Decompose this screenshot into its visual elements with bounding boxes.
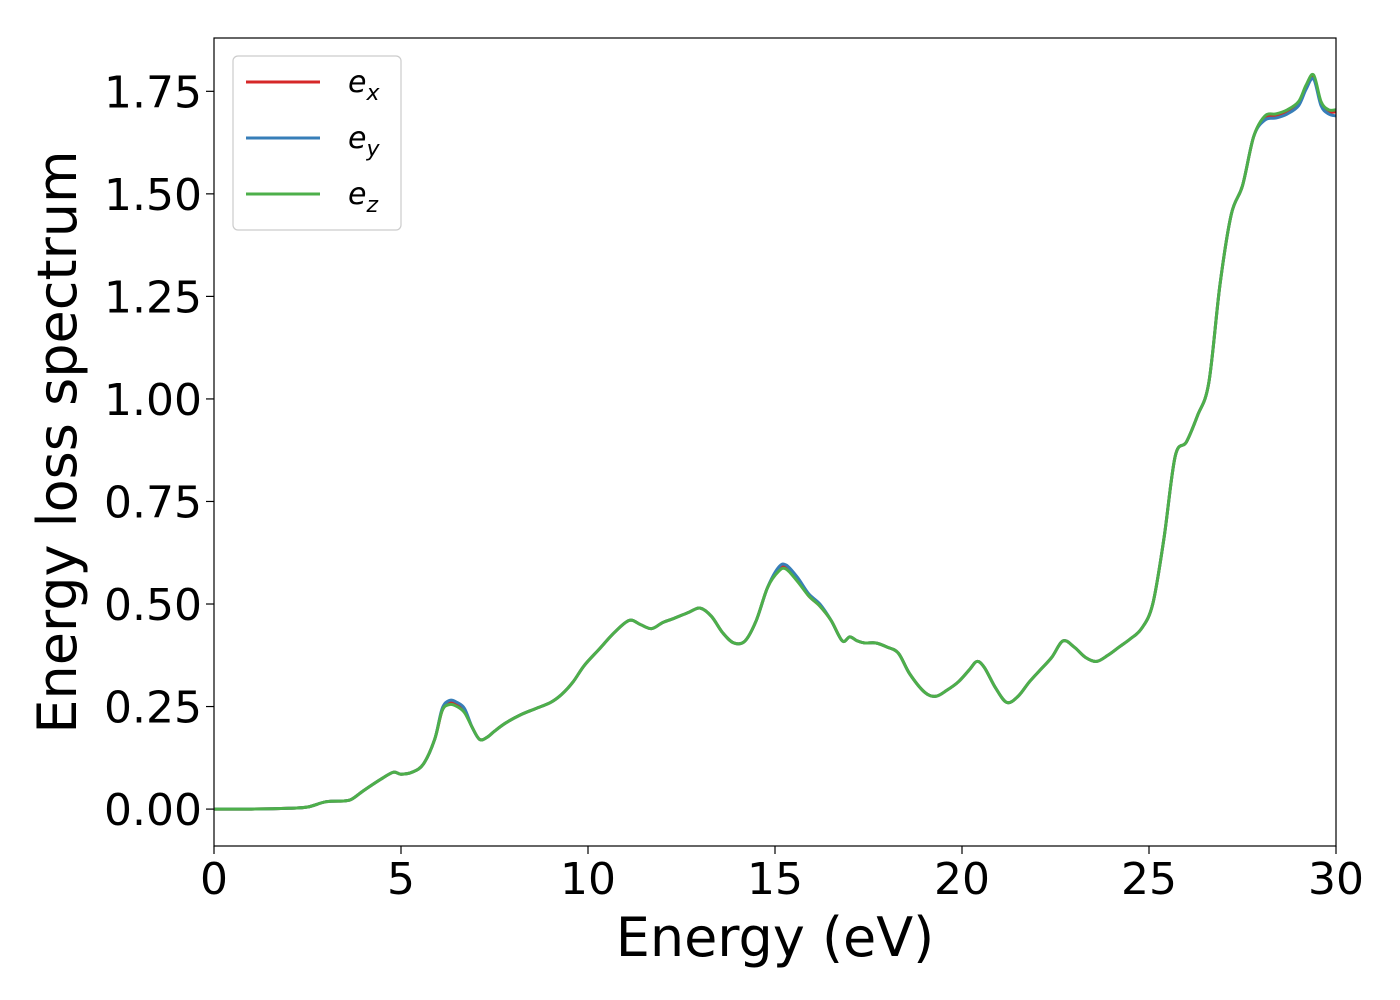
y-axis-title: Energy loss spectrum xyxy=(26,150,89,733)
x-tick-label: 10 xyxy=(560,854,616,905)
series-line-z xyxy=(213,72,1337,811)
y-tick-label: 0.75 xyxy=(104,477,202,528)
x-axis-title: Energy (eV) xyxy=(616,906,935,969)
y-tick-label: 0.25 xyxy=(104,683,202,734)
y-tick-label: 1.75 xyxy=(104,67,202,118)
x-tick-label: 15 xyxy=(747,854,803,905)
legend-box xyxy=(232,55,402,231)
y-axis-ticks: 0.00 0.25 0.50 0.75 1.00 1.25 1.50 1.75 xyxy=(104,67,214,836)
y-tick-label: 1.50 xyxy=(104,170,202,221)
y-tick-label: 0.50 xyxy=(104,580,202,631)
x-tick-label: 0 xyxy=(200,854,228,905)
series-layer xyxy=(213,72,1337,811)
x-tick-label: 20 xyxy=(934,854,990,905)
y-tick-label: 0.00 xyxy=(104,785,202,836)
x-tick-label: 30 xyxy=(1308,854,1364,905)
y-tick-label: 1.25 xyxy=(104,272,202,323)
x-tick-label: 25 xyxy=(1121,854,1177,905)
x-tick-label: 5 xyxy=(387,854,415,905)
x-axis-ticks: 0 5 10 15 20 25 30 xyxy=(200,846,1364,905)
y-tick-label: 1.00 xyxy=(104,375,202,426)
